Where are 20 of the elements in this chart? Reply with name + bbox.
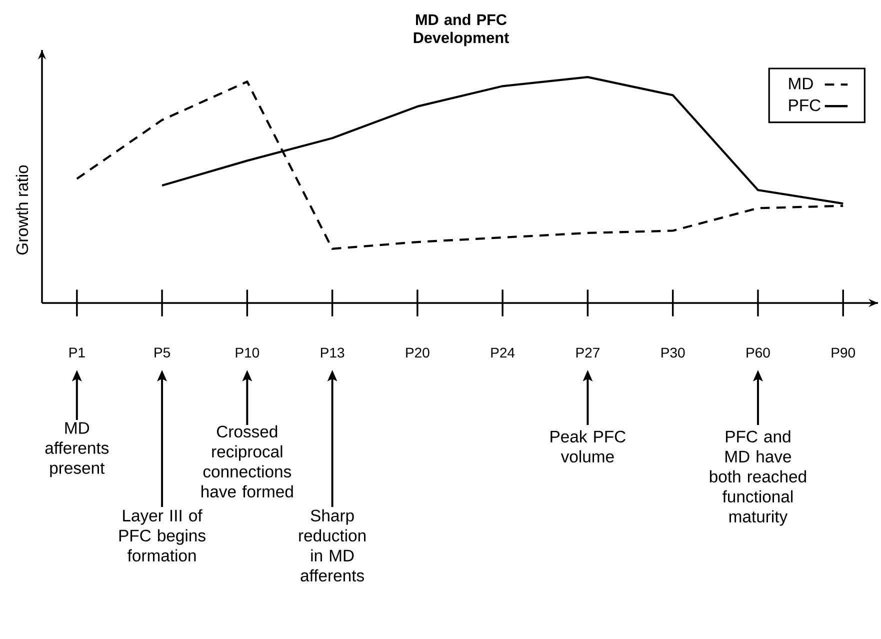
legend-label: MD xyxy=(789,78,813,90)
text: MD afferents present xyxy=(45,422,109,478)
x-tick-label: P13 xyxy=(321,348,344,358)
chart-title: MD and PFC Development xyxy=(414,14,509,46)
x-tick-label: P5 xyxy=(154,348,170,358)
x-tick-label: P60 xyxy=(746,348,770,358)
x-tick-label: P90 xyxy=(832,348,856,358)
x-tick-label: P27 xyxy=(576,348,600,358)
text: Crossed reciprocal connections have formed xyxy=(202,425,293,498)
x-tick-label: P10 xyxy=(236,348,260,358)
y-axis-title: Growth ratio xyxy=(16,165,28,255)
x-tick-label: P1 xyxy=(69,348,85,358)
x-tick-label: P24 xyxy=(491,348,515,358)
legend-label: PFC xyxy=(789,99,820,112)
text: PFC and MD have both reached functional maturity xyxy=(710,430,806,526)
text: Sharp reduction in MD afferents xyxy=(299,509,366,582)
x-tick-label: P30 xyxy=(662,348,685,358)
text: Layer III of PFC begins formation xyxy=(119,509,206,562)
x-tick-label: P20 xyxy=(406,348,430,358)
text: Peak PFC volume xyxy=(550,430,626,463)
